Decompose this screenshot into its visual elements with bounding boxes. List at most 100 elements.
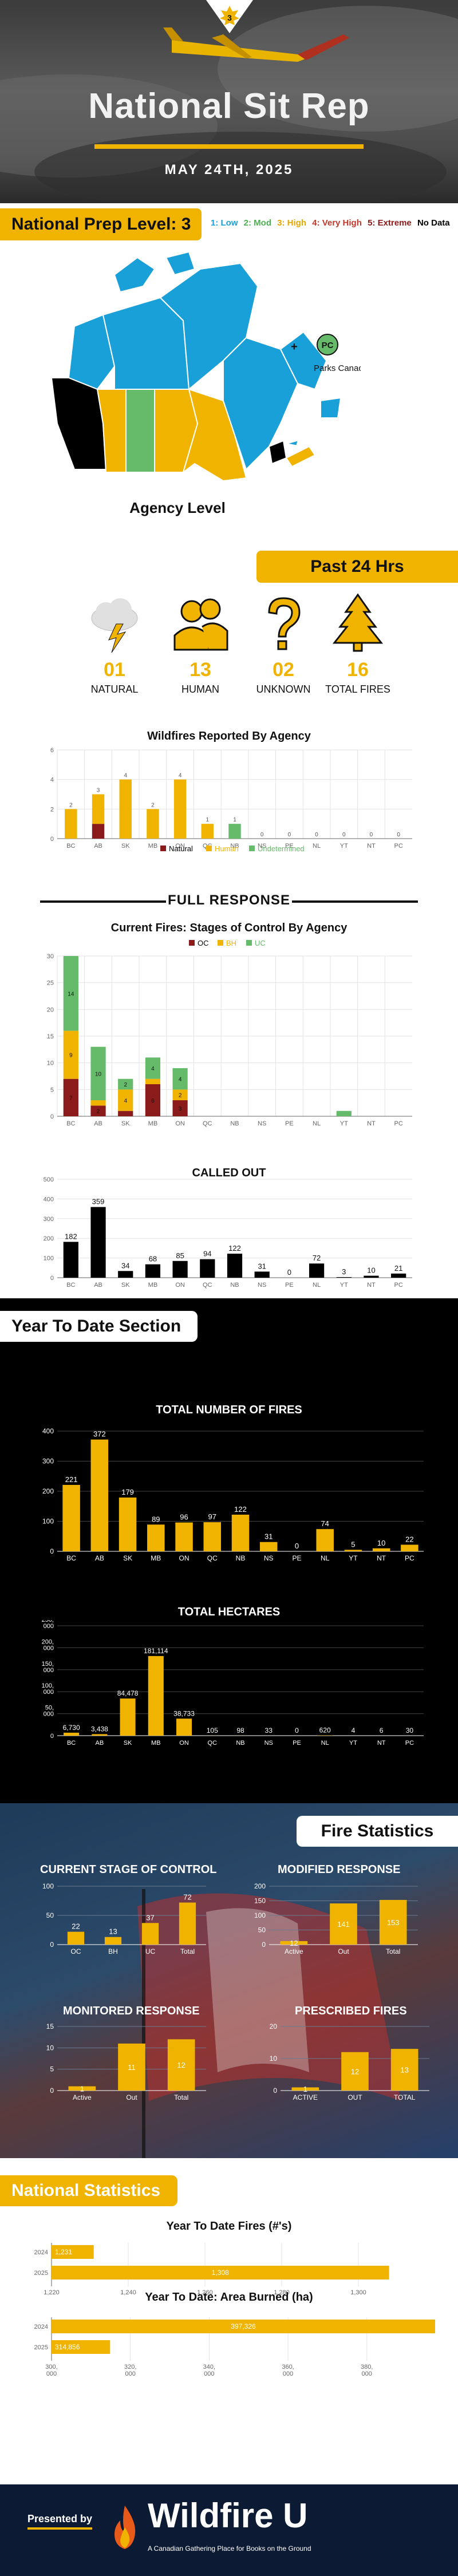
value-label: 12	[351, 2067, 359, 2076]
legend-no-data: No Data	[417, 218, 450, 228]
x-tick-label: NL	[313, 1282, 321, 1289]
x-tick-label: NL	[321, 1554, 330, 1562]
bar-uc	[336, 1111, 352, 1116]
hero-smoke-background	[0, 6, 458, 203]
total-label: 1	[206, 817, 210, 823]
x-tick-label: SK	[121, 1282, 130, 1289]
bar-oc	[63, 1078, 78, 1116]
map-ns	[285, 445, 316, 468]
y-tick-label: 2024	[34, 2324, 48, 2330]
y-tick-label: 100,	[42, 1682, 54, 1689]
bar	[90, 1439, 109, 1551]
y-tick-label: 0	[50, 1733, 54, 1740]
value-label: 122	[234, 1505, 247, 1514]
value-label: 4	[352, 1726, 356, 1735]
bar	[167, 2039, 195, 2091]
x-tick-label: ON	[179, 1740, 189, 1747]
y-tick-label: 2024	[34, 2249, 48, 2256]
total-label: 0	[315, 832, 318, 838]
prep-legend: 1: Low 2: Mod 3: High 4: Very High 5: Ex…	[211, 218, 453, 228]
y-tick-label: 100	[42, 1882, 54, 1890]
natural-label: NATURAL	[90, 683, 139, 695]
segment-label: 3	[179, 1106, 182, 1112]
bar	[175, 1522, 193, 1551]
bar	[316, 1529, 334, 1551]
water-bomber-plane-icon	[163, 27, 349, 62]
value-label: 10	[377, 1539, 385, 1547]
x-tick-label: AB	[94, 843, 102, 850]
x-tick-label: ON	[175, 1282, 185, 1289]
x-tick-label: NT	[377, 1740, 386, 1747]
x-tick-label: YT	[340, 843, 348, 850]
y-tick-label: 500	[44, 1176, 54, 1183]
bar	[341, 2052, 369, 2091]
legend-undetermined: Undetermined	[258, 844, 305, 853]
x-tick-label: PE	[285, 1120, 294, 1127]
y-tick-label: 10	[270, 2055, 278, 2063]
bar	[118, 1271, 133, 1278]
legend-mod: 2: Mod	[243, 218, 271, 228]
x-tick-label: OC	[71, 1947, 81, 1955]
past-24-label: Past 24 Hrs	[256, 551, 458, 583]
total-label: 2	[69, 802, 73, 808]
x-tick-label: 1,240	[120, 2289, 136, 2296]
x-tick-label: MB	[148, 1282, 158, 1289]
x-tick-label: PC	[394, 1282, 403, 1289]
value-label: 0	[287, 1268, 291, 1277]
x-tick-label: QC	[203, 1282, 212, 1289]
y-tick-label: 15	[46, 2022, 54, 2030]
value-label: 6,730	[63, 1724, 80, 1732]
x-tick-label: NB	[230, 1120, 239, 1127]
bar	[364, 1275, 379, 1278]
map-nb	[268, 440, 287, 465]
x-tick-label: NL	[313, 1120, 321, 1127]
total-label: 4	[124, 773, 127, 779]
brand-tagline: A Canadian Gathering Place for Books on …	[148, 2545, 311, 2553]
map-sk	[125, 389, 155, 473]
bar	[64, 1732, 80, 1736]
bar	[141, 1923, 159, 1945]
y-tick-label: 0	[50, 1941, 54, 1949]
value-label: 72	[183, 1893, 191, 1902]
x-tick-label: PC	[394, 1120, 403, 1127]
value-label: 33	[265, 1726, 273, 1735]
y-tick-label: 000	[44, 1711, 54, 1718]
y-tick-label: 0	[50, 1113, 54, 1120]
page-title: National Sit Rep	[88, 86, 370, 126]
cause-unknown: 02 UNKNOWN	[246, 595, 321, 696]
canada-agency-map: + PC Parks Canada	[52, 252, 361, 482]
y-tick-label: 300	[44, 1216, 54, 1223]
value-label: 21	[394, 1264, 402, 1273]
bar-uc	[63, 956, 78, 1031]
prep-level-badge: 3	[206, 0, 253, 33]
map-caption: Agency Level	[129, 499, 226, 516]
value-label: 122	[228, 1244, 241, 1253]
value-label: 221	[65, 1475, 78, 1484]
segment-label: 4	[179, 1077, 182, 1083]
bar	[176, 1718, 192, 1736]
x-tick-label: PC	[405, 1740, 414, 1747]
x-tick-label: BC	[67, 1740, 76, 1747]
bar	[227, 1254, 243, 1278]
x-tick-label: 1,300	[350, 2289, 366, 2296]
ytd-hectares-title: TOTAL HECTARES	[177, 1606, 281, 1618]
x-tick-label: 320,	[124, 2364, 136, 2370]
total-label: 1	[233, 817, 236, 823]
value-label: 105	[207, 1726, 218, 1735]
value-label: 31	[264, 1532, 273, 1541]
bar	[372, 1548, 390, 1551]
legend-very-high: 4: Very High	[312, 218, 362, 228]
y-tick-label: 6	[50, 747, 54, 754]
map-pe	[287, 440, 298, 446]
y-tick-label: 50,	[45, 1705, 54, 1712]
value-label: 30	[406, 1726, 414, 1735]
stages-chart: 0 5 10 15 20 25 30 BC 7 9 14 AB 2 10 SK 4 2 MB 6 4 ON 3 2 4 QC NB…	[47, 953, 412, 1127]
bar	[52, 2245, 94, 2259]
human-label: HUMAN	[181, 683, 219, 695]
prep-level-label: National Prep Level: 3	[0, 208, 202, 240]
y-tick-label: 250,	[42, 1620, 54, 1623]
title-underline	[94, 144, 364, 149]
x-tick-label: Out	[338, 1947, 349, 1955]
x-tick-label: PC	[405, 1554, 414, 1562]
badge-number: 3	[227, 13, 232, 22]
